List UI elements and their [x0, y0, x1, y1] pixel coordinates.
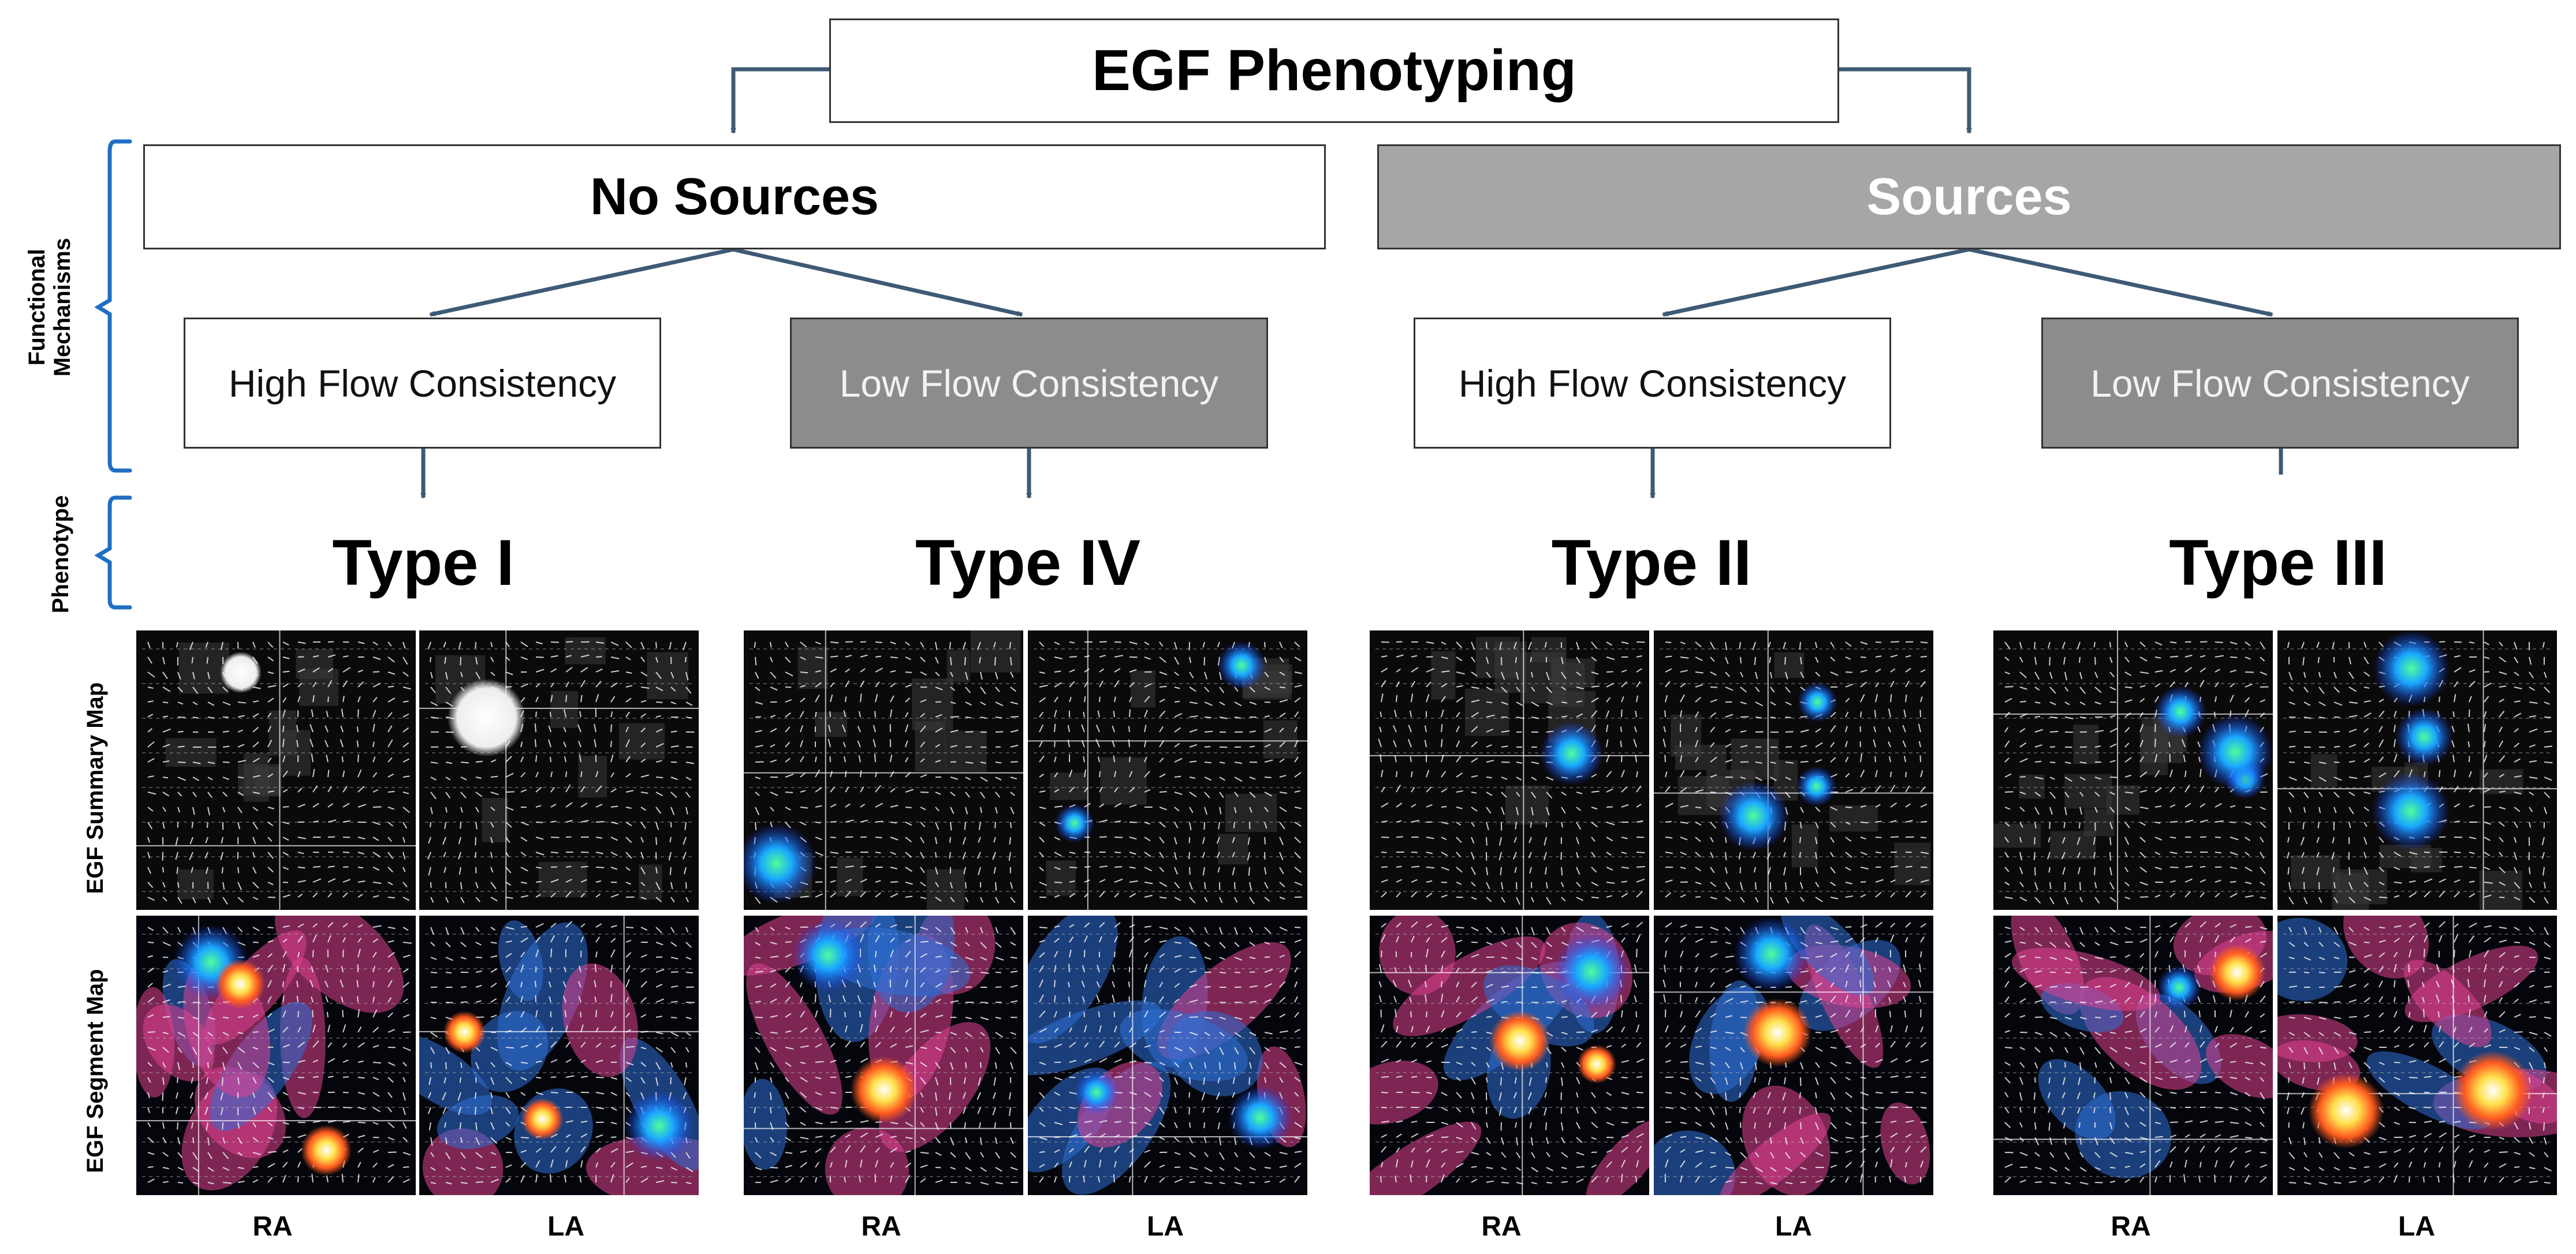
summary-map-5	[1370, 630, 1649, 910]
type-3-label: Type III	[2169, 527, 2387, 599]
summary-map-1	[136, 630, 416, 910]
diagram-title: EGF Phenotyping	[1092, 38, 1576, 103]
functional-mechanisms-label: Functional Mechanisms	[24, 237, 75, 377]
segment-map-8	[2277, 916, 2557, 1195]
col-label-ra-3: RA	[1481, 1211, 1522, 1242]
ns-low-consistency-label: Low Flow Consistency	[839, 361, 1219, 405]
arrow-title-to-no-sources	[730, 67, 829, 134]
segment-map-2	[419, 916, 699, 1195]
segment-map-5	[1370, 916, 1649, 1195]
summary-map-side-label: EGF Summary Map	[83, 682, 108, 894]
no-sources-box: No Sources	[143, 144, 1326, 249]
ns-high-consistency-box: High Flow Consistency	[184, 318, 661, 449]
segment-map-6	[1654, 916, 1933, 1195]
type-2-label: Type II	[1551, 527, 1752, 599]
segment-map-side-label: EGF Segment Map	[83, 969, 108, 1173]
s-high-consistency-label: High Flow Consistency	[1458, 361, 1847, 405]
sources-box: Sources	[1377, 144, 2561, 249]
col-label-ra-1: RA	[252, 1211, 293, 1242]
ns-high-consistency-label: High Flow Consistency	[228, 361, 617, 405]
title-box: EGF Phenotyping	[829, 18, 1839, 123]
type-1-label: Type I	[332, 527, 515, 599]
arrow-s-to-high	[1662, 247, 1970, 317]
arrow-ns-to-low	[733, 247, 1023, 317]
summary-map-3	[744, 630, 1023, 910]
col-label-la-2: LA	[1147, 1211, 1184, 1242]
segment-map-4	[1028, 916, 1307, 1195]
summary-map-2	[419, 630, 699, 910]
summary-map-7	[1993, 630, 2273, 910]
segment-map-3	[744, 916, 1023, 1195]
segment-map-7	[1993, 916, 2273, 1195]
summary-map-8	[2277, 630, 2557, 910]
arrow-ns-to-high	[429, 247, 734, 317]
summary-map-6	[1654, 630, 1933, 910]
s-low-consistency-label: Low Flow Consistency	[2090, 361, 2470, 405]
sources-label: Sources	[1866, 167, 2072, 226]
col-label-la-4: LA	[2398, 1211, 2435, 1242]
col-label-ra-4: RA	[2111, 1211, 2151, 1242]
functional-bracket	[94, 139, 132, 473]
col-label-la-3: LA	[1775, 1211, 1812, 1242]
s-high-consistency-box: High Flow Consistency	[1414, 318, 1891, 449]
s-low-consistency-box: Low Flow Consistency	[2041, 318, 2519, 449]
summary-map-4	[1028, 630, 1307, 910]
phenotype-bracket	[94, 495, 132, 610]
phenotype-side-label: Phenotype	[48, 495, 73, 614]
segment-map-1	[136, 916, 416, 1195]
col-label-ra-2: RA	[861, 1211, 901, 1242]
col-label-la-1: LA	[547, 1211, 584, 1242]
no-sources-label: No Sources	[590, 167, 879, 226]
arrow-s-to-low	[1969, 247, 2273, 317]
arrow-title-to-sources	[1839, 67, 1972, 134]
ns-low-consistency-box: Low Flow Consistency	[790, 318, 1268, 449]
type-4-label: Type IV	[915, 527, 1141, 599]
